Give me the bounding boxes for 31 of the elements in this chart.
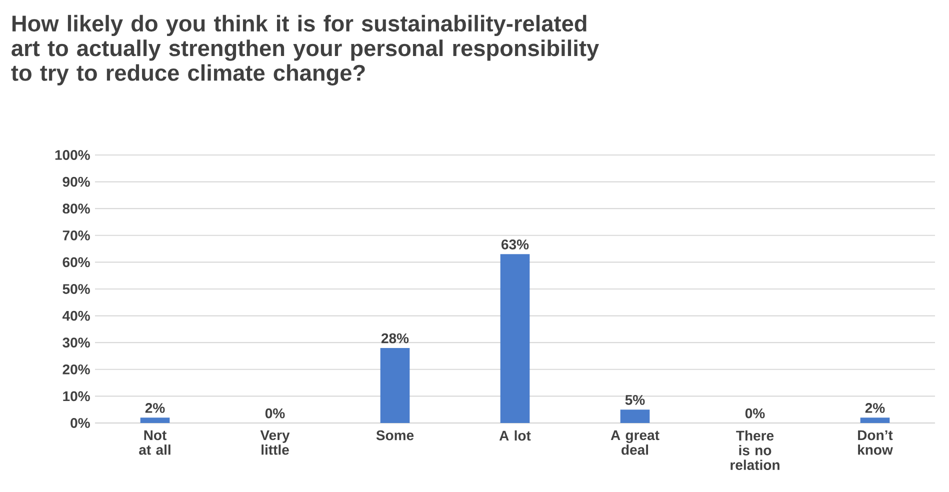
y-tick-label: 60%	[62, 257, 90, 268]
y-tick-label: 30%	[62, 338, 90, 348]
data-label: 63%	[501, 240, 529, 250]
bar	[620, 410, 650, 423]
chart-title: How likely do you think it is for sustainability-related art to actually strengthen your personal responsibility to try to reduce climate change?	[11, 14, 599, 86]
y-tick-label: 40%	[62, 310, 90, 321]
y-tick-label: 50%	[62, 284, 90, 294]
data-label: 0%	[745, 408, 765, 418]
y-tick-label: 10%	[63, 391, 90, 402]
data-label: 5%	[625, 395, 645, 405]
x-tick-label: Some	[376, 430, 414, 440]
x-tick-label: There is no relation	[730, 430, 780, 470]
bar	[860, 418, 890, 423]
y-tick-label: 80%	[62, 204, 90, 214]
x-tick-label: Very little	[260, 430, 290, 455]
bar	[500, 254, 530, 423]
x-tick-label: A great deal	[610, 430, 660, 455]
x-tick-label: Don’t know	[858, 430, 893, 455]
data-label: 2%	[865, 403, 885, 413]
x-tick-label: Not at all	[139, 430, 170, 455]
data-label: 0%	[265, 408, 285, 418]
bar	[380, 348, 410, 423]
bar	[140, 418, 170, 423]
data-label: 2%	[145, 403, 165, 413]
y-tick-label: 0%	[70, 418, 90, 428]
data-label: 28%	[381, 333, 409, 344]
x-tick-label: A lot	[499, 430, 531, 441]
y-tick-label: 70%	[62, 230, 90, 240]
y-tick-label: 20%	[62, 364, 90, 374]
y-tick-label: 90%	[62, 176, 90, 187]
y-tick-label: 100%	[55, 150, 90, 160]
